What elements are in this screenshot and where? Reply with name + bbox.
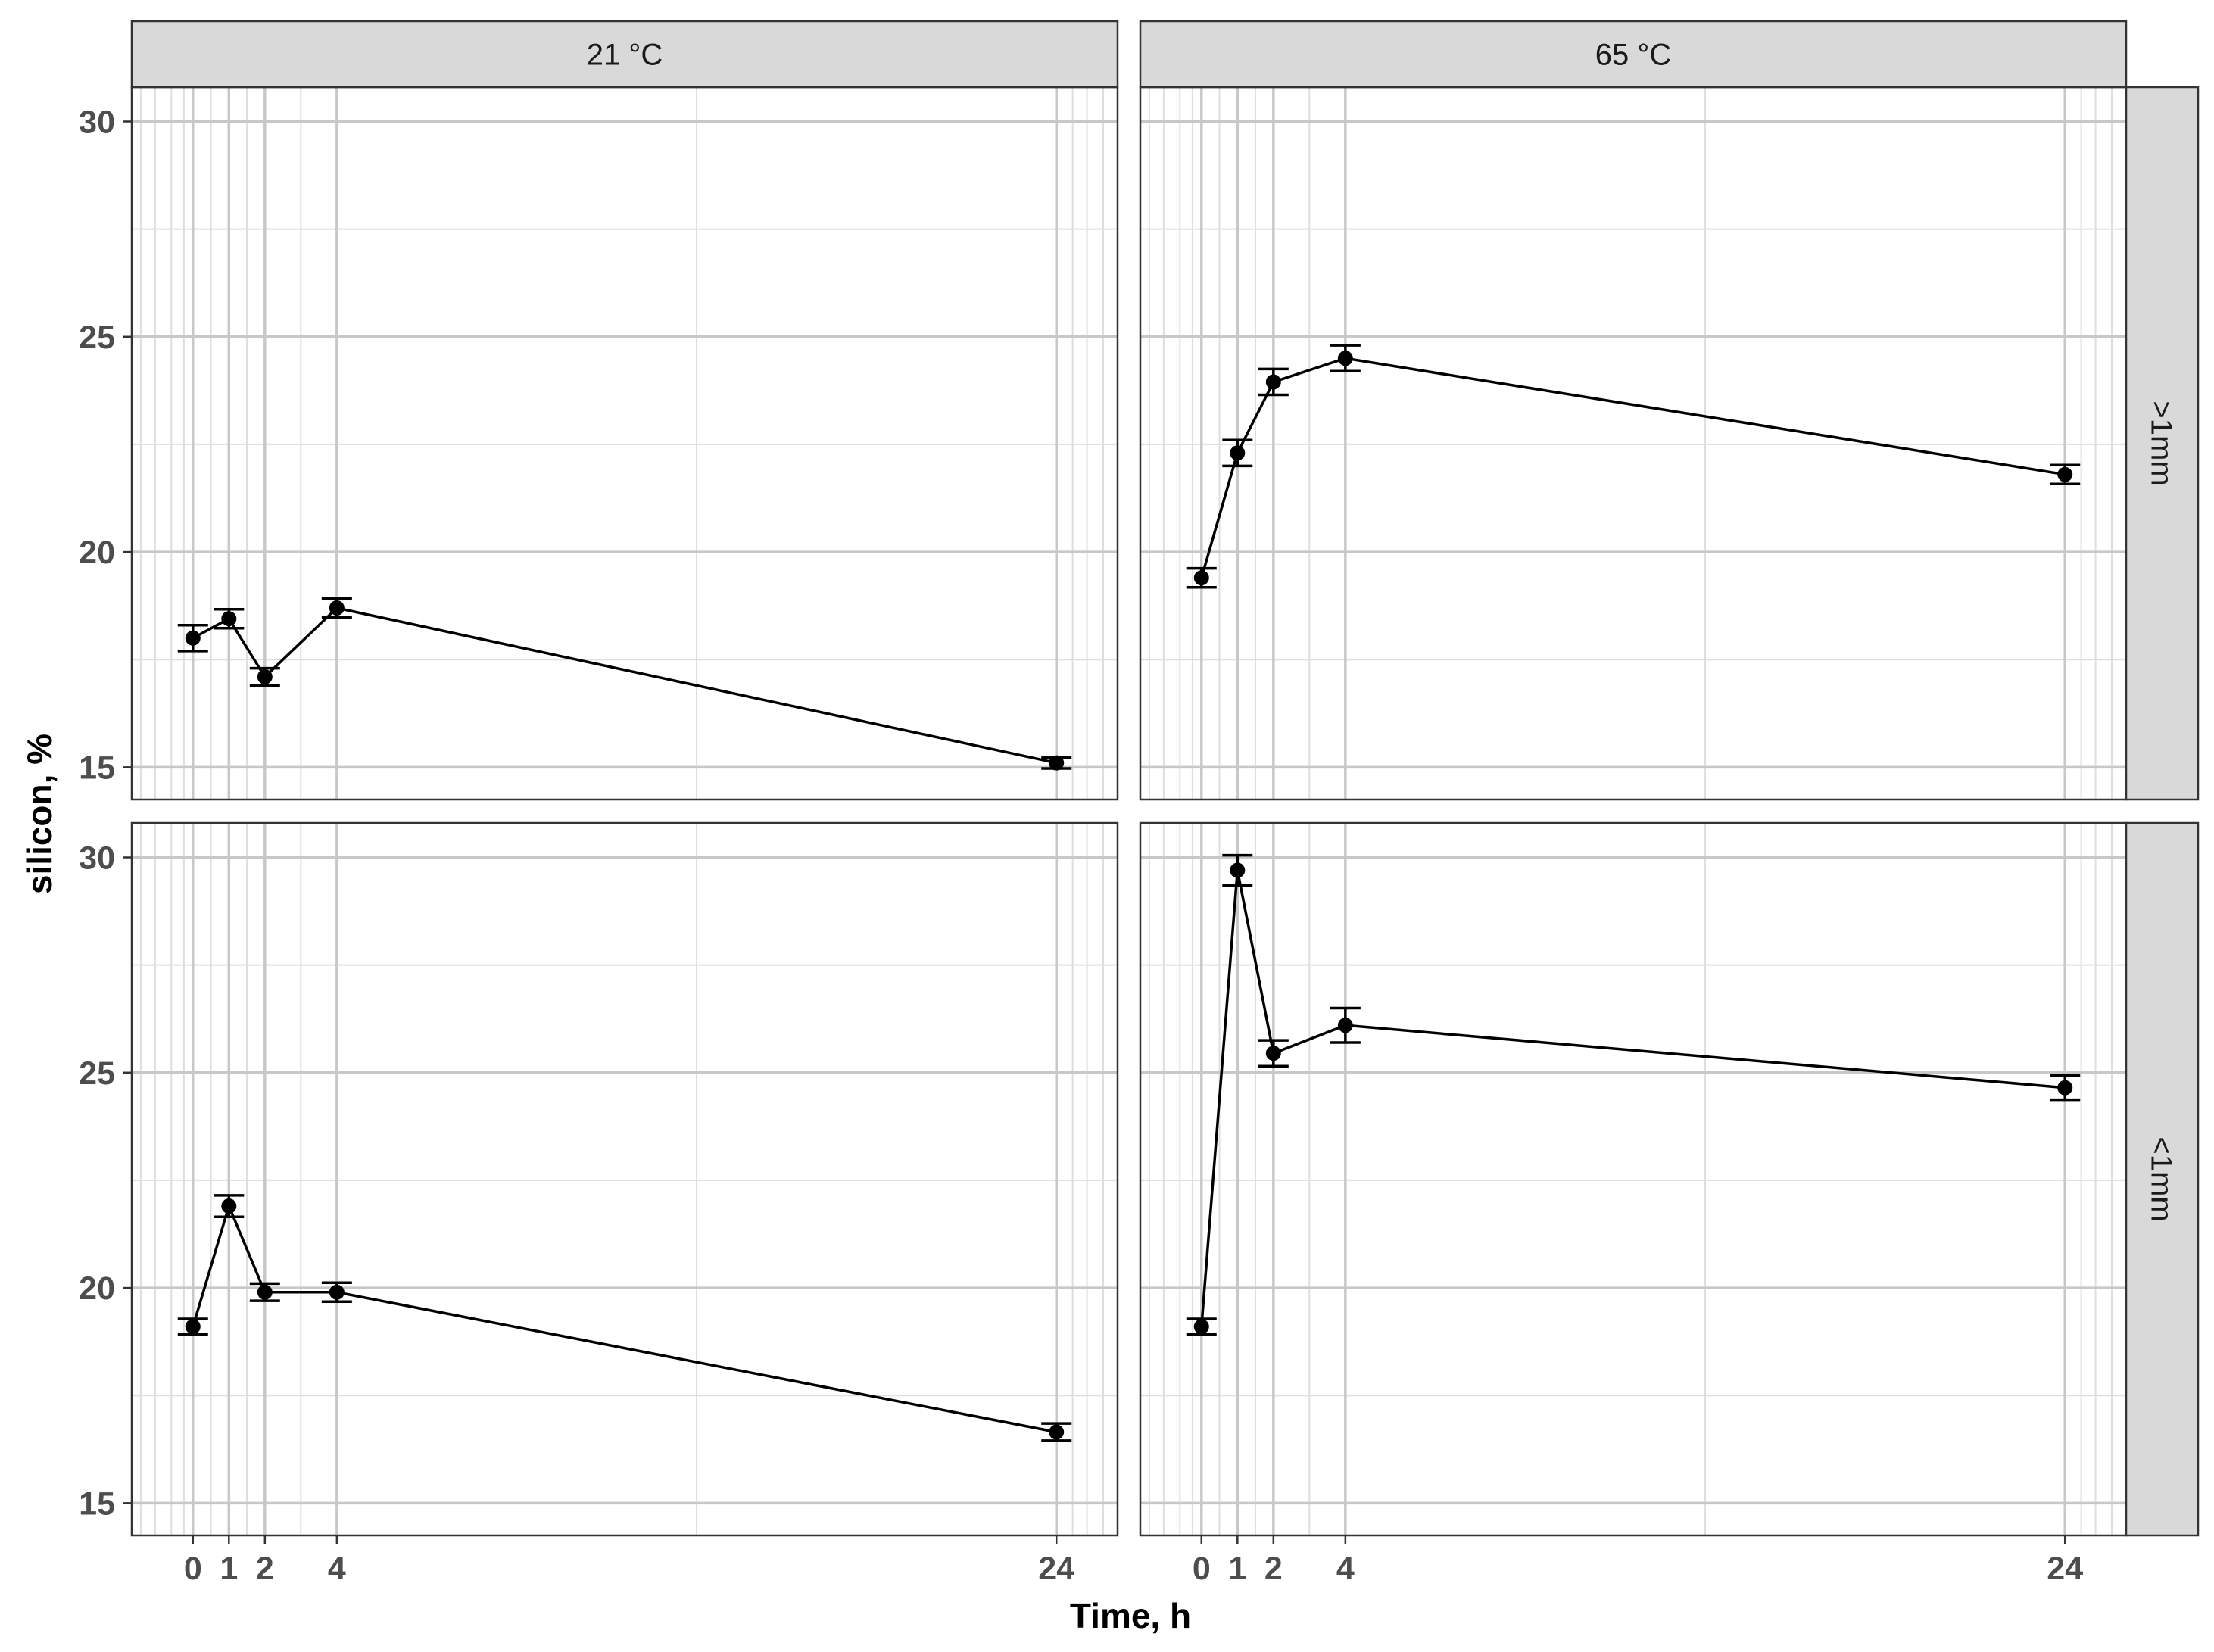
x-tick-label: 4 [1336, 1551, 1355, 1587]
panel-1 [130, 86, 1119, 801]
row-strip-background [2125, 821, 2200, 1537]
y-axis-title: silicon, % [20, 734, 59, 894]
panel-background [132, 87, 1118, 800]
data-point [257, 669, 273, 684]
data-point [221, 1198, 237, 1214]
x-tick-label: 4 [328, 1551, 346, 1587]
data-point [1193, 1319, 1209, 1335]
x-tick-label: 24 [1038, 1551, 1074, 1587]
data-point [329, 1284, 345, 1300]
panel-2 [1139, 86, 2128, 801]
data-point [1337, 1018, 1353, 1033]
y-tick-label: 20 [79, 535, 115, 571]
panel-background [1140, 87, 2126, 800]
y-tick-label: 30 [79, 104, 115, 140]
row-strip-1: >1mm [2125, 86, 2200, 801]
data-point [257, 1284, 273, 1300]
x-tick-label: 2 [256, 1551, 274, 1587]
x-tick-label: 2 [1264, 1551, 1283, 1587]
x-axis-title: Time, h [1070, 1596, 1191, 1635]
panel-3 [130, 821, 1119, 1537]
data-point [1193, 570, 1209, 586]
row-strip-label: >1mm [2145, 401, 2178, 485]
data-point [185, 630, 201, 646]
panel-border [130, 821, 1119, 1537]
row-strip-background [2125, 86, 2200, 801]
y-tick-label: 15 [79, 750, 115, 786]
data-point [2057, 466, 2073, 482]
panels-layer [130, 86, 2128, 1537]
x-tick-label: 0 [184, 1551, 202, 1587]
y-tick-label: 30 [79, 840, 115, 876]
data-point [1265, 1046, 1281, 1061]
panel-background [132, 823, 1118, 1535]
y-tick-label: 15 [79, 1485, 115, 1522]
y-tick-label: 20 [79, 1270, 115, 1307]
data-point [1265, 374, 1281, 390]
data-point [1230, 862, 1246, 878]
data-point [185, 1319, 201, 1335]
data-point [1049, 755, 1065, 771]
data-point [1049, 1424, 1065, 1440]
x-tick-label: 1 [1228, 1551, 1246, 1587]
column-strip-1: 21 °C [130, 20, 1119, 89]
data-point [329, 600, 345, 616]
x-tick-label: 1 [220, 1551, 238, 1587]
column-strip-background [130, 20, 1119, 89]
column-strip-label: 21 °C [587, 39, 663, 72]
data-point [1230, 445, 1246, 461]
column-strip-background [1139, 20, 2128, 89]
y-tick-label: 25 [79, 319, 115, 356]
x-tick-label: 24 [2047, 1551, 2083, 1587]
column-strip-label: 65 °C [1595, 39, 1672, 72]
strips-layer: 21 °C 65 °C >1mm <1mm [130, 20, 2200, 1537]
data-point [2057, 1080, 2073, 1096]
row-strip-label: <1mm [2145, 1136, 2178, 1221]
panel-background [1140, 823, 2126, 1535]
column-strip-2: 65 °C [1139, 20, 2128, 89]
y-tick-label: 25 [79, 1055, 115, 1092]
panel-4 [1139, 821, 2128, 1537]
x-tick-label: 0 [1193, 1551, 1211, 1587]
data-point [1337, 351, 1353, 366]
data-point [221, 611, 237, 627]
row-strip-2: <1mm [2125, 821, 2200, 1537]
